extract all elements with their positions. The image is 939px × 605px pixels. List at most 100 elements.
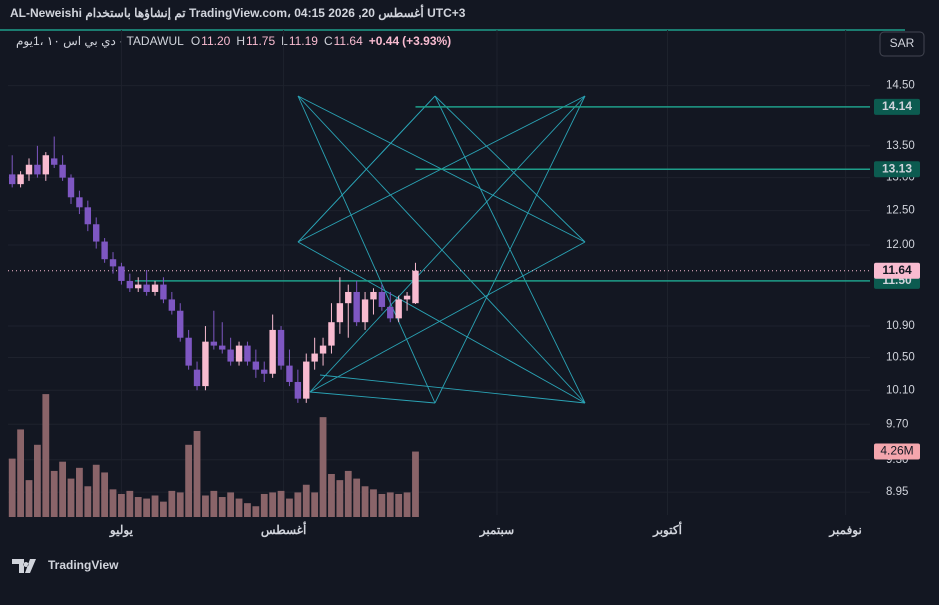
- volume-bar: [328, 473, 335, 517]
- candle-body: [403, 295, 411, 300]
- candle-body: [76, 197, 83, 208]
- volume-bar: [176, 492, 184, 517]
- volume-bar: [302, 484, 310, 517]
- currency: SAR: [890, 36, 915, 50]
- candle-body: [202, 341, 209, 387]
- y-tick-label: 13.50: [886, 140, 915, 152]
- ohlc-value: 11.20: [201, 34, 230, 48]
- ohlc-value: 11.64: [334, 34, 363, 48]
- volume-bar: [202, 495, 209, 517]
- volume-bar: [218, 497, 226, 517]
- x-tick-label: يوليو: [109, 523, 134, 538]
- y-tick-label: 10.10: [886, 384, 915, 396]
- candle-body: [235, 345, 243, 362]
- ohlc-key: L: [281, 34, 288, 48]
- header-title: AL-Neweishi تم إنشاؤها باستخدام TradingV…: [10, 5, 466, 21]
- logo: TradingView: [12, 558, 119, 573]
- volume-bar: [319, 417, 327, 517]
- candle-body: [387, 306, 394, 319]
- volume-bar: [403, 492, 411, 517]
- candle-body: [59, 164, 66, 178]
- ohlc-key: C: [324, 34, 333, 48]
- candle-body: [143, 284, 150, 292]
- candle-body: [361, 299, 369, 323]
- volume-bar: [269, 492, 277, 517]
- volume-bar: [126, 490, 134, 517]
- volume-bar: [311, 492, 319, 517]
- current-price-bg: [874, 262, 920, 279]
- candle-body: [370, 291, 377, 300]
- volume-bar: [151, 495, 159, 517]
- volume-label-bg: [874, 443, 920, 460]
- candle-body: [311, 353, 318, 362]
- volume-bar: [92, 464, 100, 517]
- volume-bar: [336, 480, 344, 517]
- volume-bar: [118, 493, 125, 517]
- volume-bar: [395, 493, 403, 517]
- volume-bar: [235, 498, 243, 517]
- candle-body: [126, 280, 134, 289]
- candle-body: [109, 259, 117, 267]
- x-tick-label: نوفمبر: [828, 523, 861, 538]
- candle-body: [210, 341, 218, 346]
- candle-body: [17, 174, 24, 185]
- price-line-label-bg: [874, 98, 920, 115]
- volume-bar: [8, 458, 16, 517]
- volume-bars: [8, 394, 419, 517]
- volume-bar: [25, 480, 33, 517]
- volume-bar: [361, 486, 369, 517]
- legend: دي بي اس ١٠ ،1يوم · TADAWUL O 11.20 H 11.75 L…: [16, 34, 451, 48]
- candle-body: [93, 224, 100, 242]
- candle-body: [151, 284, 159, 292]
- candle-body: [378, 291, 386, 307]
- ohlc-value: 11.19: [289, 34, 318, 48]
- candle-body: [135, 284, 142, 289]
- volume-bar: [34, 444, 41, 517]
- candle-body: [303, 361, 310, 399]
- candle-body: [319, 345, 327, 354]
- volume-bar: [252, 506, 260, 517]
- volume-bar: [193, 430, 201, 517]
- candle-body: [101, 241, 108, 260]
- candle-body: [185, 337, 192, 366]
- volume-bar: [378, 493, 386, 517]
- volume-bar: [67, 478, 75, 517]
- volume-bar: [210, 490, 218, 517]
- y-tick-label: 12.50: [886, 205, 915, 217]
- y-tick-label: 12.00: [886, 239, 915, 251]
- candle-body: [294, 381, 302, 399]
- currency-button[interactable]: [879, 31, 925, 57]
- volume-bar: [76, 467, 83, 517]
- x-tick-label: أكتوبر: [652, 522, 682, 538]
- x-tick-label: أغسطس: [261, 522, 306, 538]
- candle-body: [42, 155, 50, 175]
- candle-body: [9, 174, 16, 185]
- y-tick-label: 9.70: [886, 418, 908, 430]
- volume-bar: [143, 498, 151, 517]
- volume-bar: [277, 490, 285, 517]
- star-drawing: [297, 95, 586, 404]
- volume-bar: [286, 498, 293, 517]
- candle-body: [336, 303, 344, 323]
- x-tick-label: سبتمبر: [479, 523, 514, 538]
- candle-body: [160, 284, 167, 300]
- volume-bar: [344, 470, 352, 517]
- candle-body: [328, 322, 335, 346]
- candle-body: [277, 329, 285, 366]
- ohlc-value: 11.75: [246, 34, 275, 48]
- change: +0.44: [369, 34, 400, 48]
- ohlc-key: O: [191, 34, 200, 48]
- volume-bar: [353, 478, 361, 517]
- volume-bar: [109, 489, 117, 517]
- logo-text: TradingView: [48, 558, 119, 572]
- volume-bar: [101, 472, 109, 517]
- volume-bar: [386, 492, 394, 517]
- volume-bar: [412, 451, 419, 517]
- current-price-label: 11.64: [882, 263, 912, 277]
- volume-bar: [160, 501, 167, 517]
- y-tick-label: 10.50: [886, 352, 915, 364]
- candle-body: [84, 207, 92, 225]
- candle-body: [177, 310, 184, 338]
- volume-bar: [134, 497, 142, 517]
